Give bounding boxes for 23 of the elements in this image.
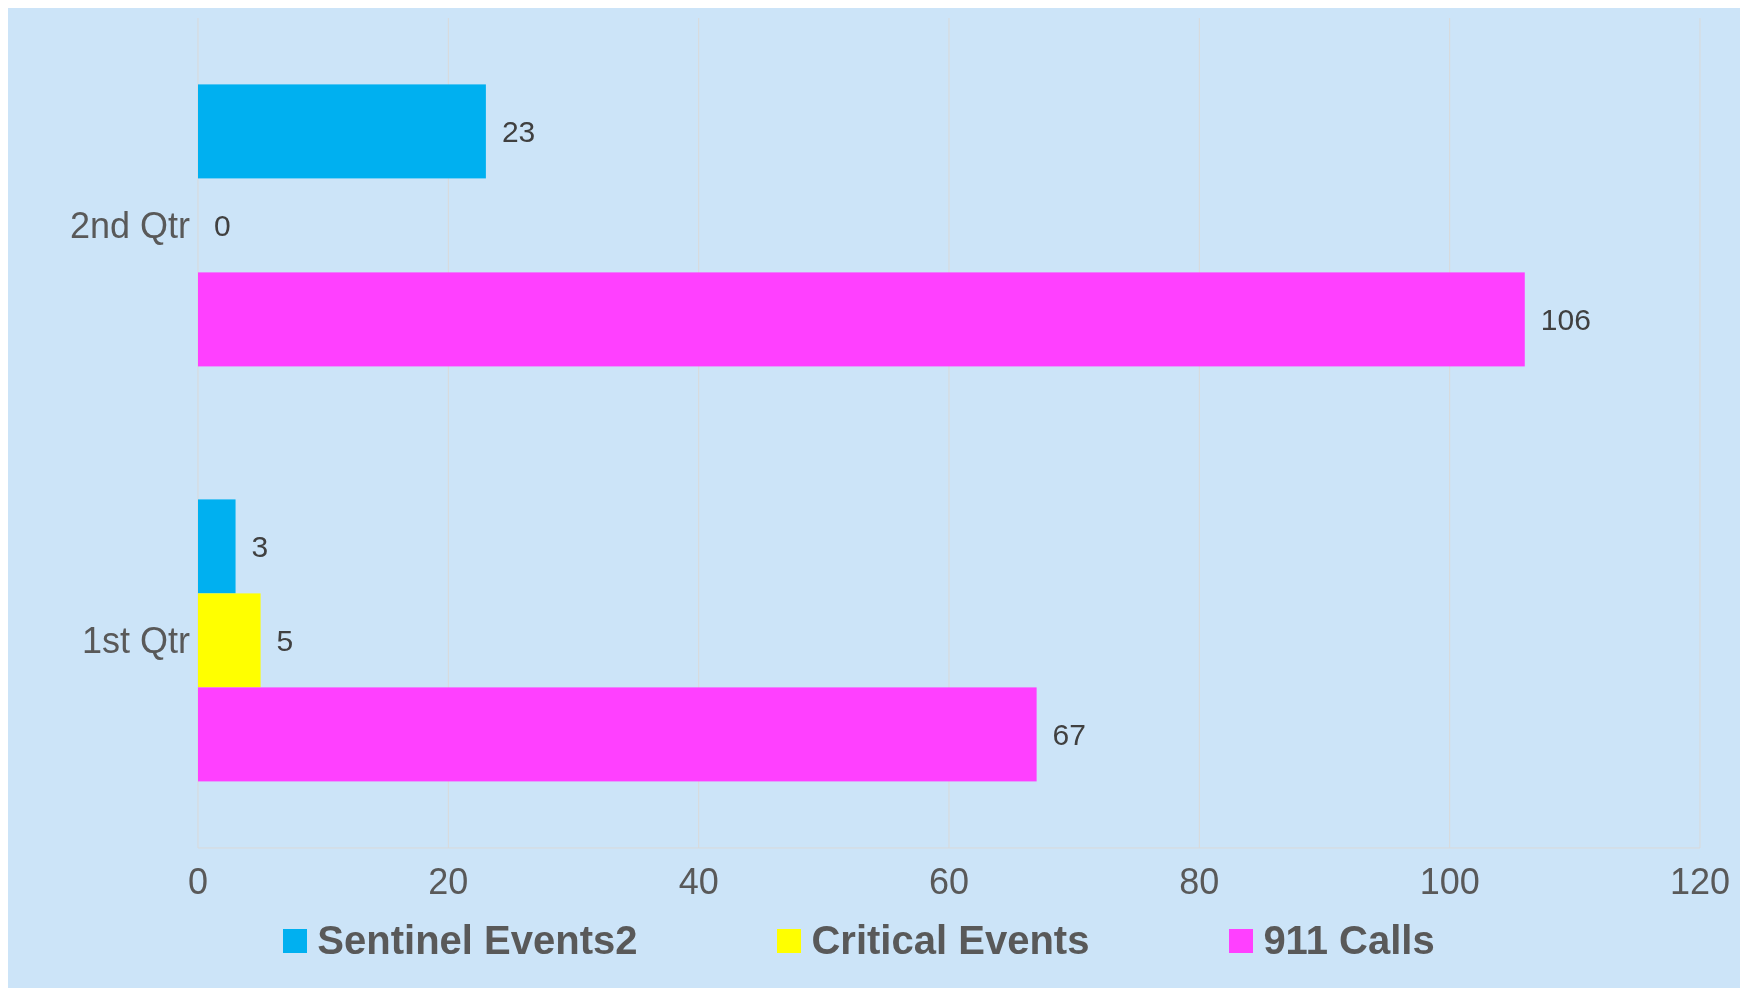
x-tick-label: 60: [928, 860, 970, 902]
x-tick-label: 80: [1179, 860, 1220, 902]
bar: [198, 499, 236, 594]
y-tick-label: 1st Qtr: [81, 620, 190, 662]
x-tick-label: 100: [1419, 860, 1480, 902]
bar: [198, 272, 1525, 367]
bar: [198, 84, 486, 179]
data-label: 0: [214, 208, 231, 242]
y-tick-label: 2nd Qtr: [69, 205, 191, 247]
x-tick-label: 120: [1669, 860, 1731, 902]
bar: [198, 687, 1037, 782]
legend-label: Critical Events: [811, 918, 1090, 963]
data-label: 5: [276, 623, 294, 657]
data-label: 67: [1052, 717, 1086, 751]
legend-label: Sentinel Events2: [317, 918, 638, 963]
data-label: 23: [501, 114, 536, 148]
bar: [198, 593, 261, 688]
x-tick-label: 20: [428, 860, 469, 902]
legend-label: 911 Calls: [1263, 918, 1435, 963]
x-tick-label: 0: [187, 860, 209, 902]
data-label: 106: [1540, 302, 1591, 336]
x-tick-label: 40: [678, 860, 719, 902]
data-label: 3: [251, 529, 269, 563]
